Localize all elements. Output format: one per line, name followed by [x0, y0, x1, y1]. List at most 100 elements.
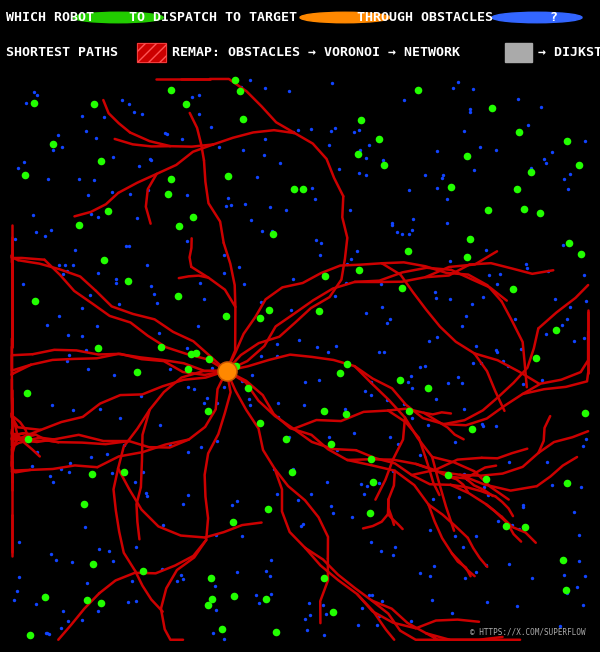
Point — [54, 310, 64, 321]
Point — [94, 212, 103, 222]
Point — [232, 361, 241, 372]
Point — [68, 260, 77, 271]
Point — [559, 174, 569, 185]
Point — [298, 183, 308, 194]
Point — [541, 329, 551, 339]
Point — [58, 606, 68, 616]
Point — [236, 82, 245, 93]
Point — [457, 378, 466, 388]
Point — [581, 434, 591, 444]
Point — [390, 542, 400, 552]
Point — [341, 278, 351, 288]
Point — [523, 262, 532, 273]
Point — [273, 398, 283, 408]
Point — [408, 213, 418, 224]
Point — [95, 544, 104, 554]
Point — [127, 576, 137, 586]
Point — [142, 259, 152, 270]
Point — [460, 126, 469, 136]
Point — [29, 87, 39, 97]
Point — [560, 478, 569, 488]
Point — [143, 185, 153, 195]
Circle shape — [300, 12, 390, 23]
Point — [332, 445, 342, 455]
Point — [520, 522, 530, 533]
Point — [448, 608, 457, 618]
Point — [48, 145, 58, 156]
Point — [32, 447, 41, 458]
Point — [454, 372, 463, 382]
Point — [52, 555, 61, 565]
Point — [299, 400, 308, 411]
Point — [472, 341, 481, 351]
Point — [376, 546, 386, 556]
Point — [313, 342, 322, 353]
Point — [328, 508, 338, 518]
Point — [237, 376, 247, 386]
Point — [222, 366, 232, 376]
Point — [393, 439, 403, 449]
Point — [272, 488, 281, 499]
Point — [25, 630, 35, 640]
Point — [155, 419, 164, 430]
Point — [206, 121, 216, 132]
Point — [451, 437, 460, 447]
Point — [70, 245, 80, 256]
Point — [29, 98, 39, 108]
Point — [367, 389, 376, 400]
Point — [247, 370, 256, 381]
Point — [388, 218, 397, 228]
Point — [484, 205, 493, 215]
Point — [415, 449, 425, 460]
Point — [163, 128, 172, 139]
Point — [229, 516, 238, 527]
Point — [86, 452, 95, 463]
Point — [523, 120, 532, 130]
Point — [397, 283, 407, 293]
Point — [316, 250, 325, 260]
Point — [563, 136, 572, 147]
Point — [238, 144, 248, 155]
Point — [579, 333, 589, 343]
Point — [445, 256, 455, 266]
Point — [77, 303, 86, 313]
Point — [257, 226, 267, 236]
Point — [491, 345, 501, 355]
Point — [459, 404, 469, 415]
Point — [346, 254, 356, 265]
Point — [478, 292, 488, 303]
Point — [463, 252, 472, 262]
Point — [108, 556, 118, 566]
Point — [211, 580, 220, 591]
Point — [432, 183, 442, 194]
Point — [183, 381, 193, 392]
Point — [47, 400, 56, 410]
Point — [382, 318, 392, 328]
Point — [132, 213, 142, 224]
Point — [30, 296, 40, 306]
Point — [206, 573, 216, 584]
Point — [149, 288, 159, 299]
Point — [272, 339, 281, 349]
Point — [514, 524, 524, 534]
Point — [301, 377, 310, 387]
Point — [256, 297, 266, 308]
Point — [463, 473, 472, 484]
Point — [240, 199, 250, 209]
Point — [299, 518, 308, 529]
Point — [189, 384, 199, 394]
Point — [266, 570, 275, 581]
Point — [119, 439, 129, 450]
Point — [203, 600, 213, 610]
Point — [513, 94, 523, 104]
Point — [259, 150, 269, 160]
Point — [324, 140, 334, 150]
Point — [504, 457, 514, 467]
Point — [129, 107, 139, 117]
Point — [484, 269, 494, 280]
Point — [461, 311, 471, 321]
Point — [269, 464, 278, 474]
Point — [574, 556, 584, 567]
Point — [223, 170, 233, 181]
Point — [183, 490, 193, 501]
